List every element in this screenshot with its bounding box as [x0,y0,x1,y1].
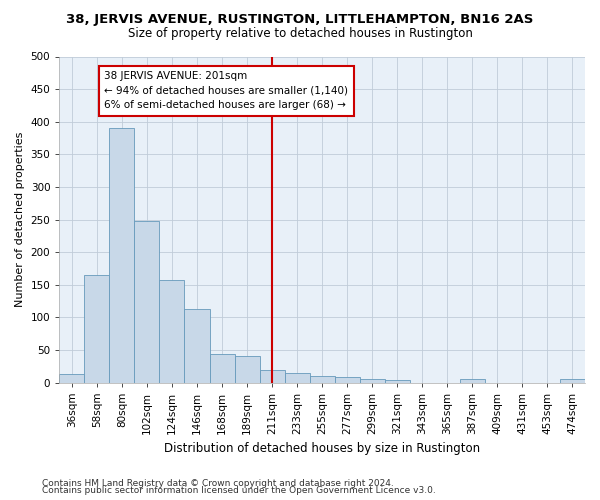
Y-axis label: Number of detached properties: Number of detached properties [15,132,25,307]
Text: 38 JERVIS AVENUE: 201sqm
← 94% of detached houses are smaller (1,140)
6% of semi: 38 JERVIS AVENUE: 201sqm ← 94% of detach… [104,71,349,110]
Bar [385,380,410,382]
Text: Size of property relative to detached houses in Rustington: Size of property relative to detached ho… [128,28,472,40]
Bar [335,376,360,382]
Bar [310,376,335,382]
Bar [235,356,260,382]
Bar [209,354,235,382]
Bar [284,372,310,382]
Bar [109,128,134,382]
Bar [160,280,184,382]
Bar [85,275,109,382]
X-axis label: Distribution of detached houses by size in Rustington: Distribution of detached houses by size … [164,442,480,455]
Bar [560,380,585,382]
Bar [360,378,385,382]
Bar [260,370,284,382]
Text: 38, JERVIS AVENUE, RUSTINGTON, LITTLEHAMPTON, BN16 2AS: 38, JERVIS AVENUE, RUSTINGTON, LITTLEHAM… [67,12,533,26]
Bar [184,309,209,382]
Text: Contains public sector information licensed under the Open Government Licence v3: Contains public sector information licen… [42,486,436,495]
Bar [59,374,85,382]
Bar [460,380,485,382]
Text: Contains HM Land Registry data © Crown copyright and database right 2024.: Contains HM Land Registry data © Crown c… [42,478,394,488]
Bar [134,222,160,382]
